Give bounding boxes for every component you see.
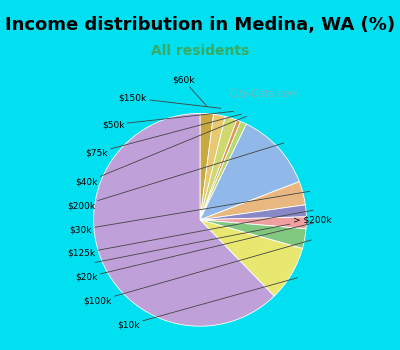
Text: All residents: All residents	[151, 44, 249, 58]
Wedge shape	[200, 220, 306, 248]
Text: $60k: $60k	[172, 75, 207, 107]
Text: $75k: $75k	[85, 114, 241, 157]
Wedge shape	[200, 120, 240, 220]
Text: Income distribution in Medina, WA (%): Income distribution in Medina, WA (%)	[5, 16, 395, 34]
Text: $40k: $40k	[76, 116, 246, 187]
Wedge shape	[200, 121, 246, 220]
Text: $125k: $125k	[67, 210, 313, 258]
Wedge shape	[94, 113, 274, 326]
Wedge shape	[200, 217, 306, 229]
Wedge shape	[200, 182, 305, 220]
Wedge shape	[200, 113, 214, 220]
Wedge shape	[200, 205, 306, 220]
Wedge shape	[200, 124, 299, 220]
Wedge shape	[200, 117, 237, 220]
Text: $200k: $200k	[67, 143, 284, 210]
Text: $150k: $150k	[119, 93, 221, 108]
Text: $100k: $100k	[84, 240, 312, 306]
Text: $50k: $50k	[102, 111, 233, 129]
Wedge shape	[200, 114, 225, 220]
Text: > $200k: > $200k	[95, 215, 331, 262]
Text: City-Data.com: City-Data.com	[230, 89, 299, 99]
Wedge shape	[200, 220, 302, 296]
Text: $20k: $20k	[76, 223, 313, 282]
Text: $10k: $10k	[117, 278, 298, 329]
Text: $30k: $30k	[70, 191, 310, 234]
